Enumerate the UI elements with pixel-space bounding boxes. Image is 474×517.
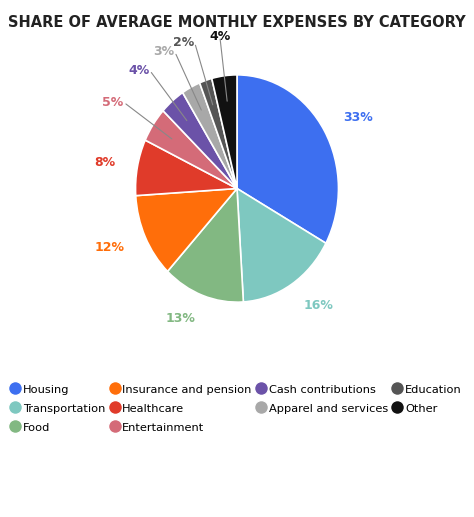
Title: SHARE OF AVERAGE MONTHLY EXPENSES BY CATEGORY: SHARE OF AVERAGE MONTHLY EXPENSES BY CAT…: [8, 15, 466, 30]
Wedge shape: [145, 111, 237, 189]
Wedge shape: [212, 75, 237, 189]
Wedge shape: [163, 93, 237, 189]
Wedge shape: [237, 75, 338, 244]
Wedge shape: [237, 189, 326, 302]
Wedge shape: [167, 189, 243, 302]
Text: 8%: 8%: [94, 156, 115, 169]
Wedge shape: [136, 140, 237, 195]
Legend: Housing, Transportation, Food, Insurance and pension, Healthcare, Entertainment,: Housing, Transportation, Food, Insurance…: [12, 384, 462, 433]
Text: 4%: 4%: [128, 64, 150, 77]
Text: 33%: 33%: [344, 112, 374, 125]
Text: 13%: 13%: [165, 312, 195, 326]
Text: 16%: 16%: [303, 299, 333, 312]
Text: 3%: 3%: [154, 45, 175, 58]
Text: 4%: 4%: [209, 30, 230, 43]
Wedge shape: [200, 79, 237, 189]
Wedge shape: [136, 189, 237, 271]
Text: 12%: 12%: [95, 241, 125, 254]
Wedge shape: [182, 83, 237, 189]
Text: 2%: 2%: [173, 36, 195, 49]
Text: 5%: 5%: [102, 96, 124, 109]
